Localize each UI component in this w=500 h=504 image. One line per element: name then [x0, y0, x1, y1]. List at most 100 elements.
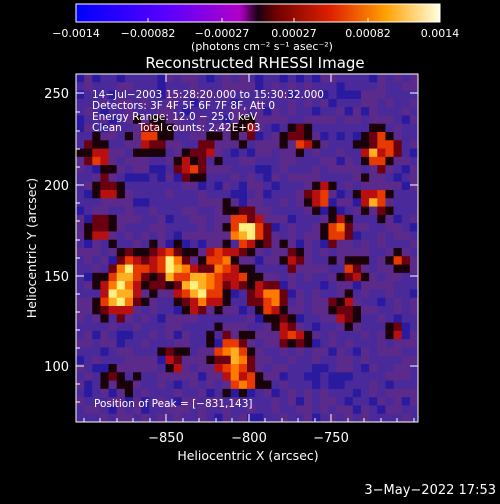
image-pixel [198, 206, 207, 216]
image-pixel [190, 330, 199, 340]
image-pixel [181, 140, 191, 149]
image-pixel [124, 198, 134, 207]
image-pixel [157, 98, 166, 108]
image-pixel [377, 231, 386, 241]
image-pixel [84, 297, 93, 307]
image-pixel [190, 140, 199, 149]
image-pixel [393, 206, 403, 216]
image-pixel [222, 256, 232, 265]
image-pixel [190, 98, 199, 108]
image-pixel [377, 289, 386, 299]
image-pixel [328, 355, 337, 365]
image-pixel [76, 74, 85, 83]
image-pixel [377, 181, 386, 191]
image-pixel [271, 90, 280, 100]
image-pixel [377, 148, 386, 158]
image-pixel [344, 256, 354, 265]
image-pixel [352, 372, 362, 381]
image-pixel [279, 380, 289, 390]
image-pixel [409, 132, 418, 141]
image-pixel [247, 281, 256, 290]
image-pixel [157, 123, 166, 133]
image-pixel [165, 297, 175, 307]
image-pixel [116, 355, 126, 365]
image-pixel [385, 115, 394, 125]
image-pixel [84, 173, 93, 183]
image-pixel [295, 306, 305, 315]
image-pixel [352, 339, 362, 348]
image-pixel [385, 330, 394, 340]
image-pixel [133, 115, 142, 125]
image-pixel [393, 347, 403, 357]
image-pixel [76, 322, 85, 332]
image-pixel [336, 132, 346, 141]
image-pixel [369, 380, 378, 390]
image-pixel [352, 239, 362, 249]
image-pixel [116, 272, 126, 282]
image-pixel [255, 107, 264, 116]
image-pixel [76, 198, 85, 207]
image-pixel [328, 413, 337, 422]
image-pixel [116, 90, 126, 100]
image-pixel [271, 82, 280, 91]
image-pixel [124, 306, 134, 315]
image-pixel [141, 90, 150, 100]
image-pixel [198, 90, 207, 100]
image-pixel [100, 231, 109, 241]
image-pixel [124, 82, 134, 91]
image-pixel [206, 90, 215, 100]
image-pixel [124, 264, 134, 274]
image-pixel [157, 206, 166, 216]
image-pixel [409, 98, 418, 108]
image-pixel [165, 314, 175, 323]
image-pixel [361, 256, 370, 265]
image-pixel [393, 405, 403, 415]
image-pixel [336, 297, 346, 307]
image-pixel [222, 314, 232, 323]
image-pixel [238, 364, 248, 373]
image-pixel [116, 74, 126, 83]
image-pixel [198, 214, 207, 224]
image-pixel [401, 413, 411, 422]
image-pixel [92, 314, 101, 323]
image-pixel [230, 206, 240, 216]
image-pixel [238, 173, 248, 183]
image-pixel [385, 231, 394, 241]
image-pixel [214, 413, 223, 422]
image-pixel [352, 281, 362, 290]
image-pixel [157, 413, 166, 422]
image-pixel [320, 388, 329, 398]
image-pixel [263, 256, 272, 265]
image-pixel [124, 364, 134, 373]
image-pixel [165, 347, 175, 357]
image-pixel [385, 372, 394, 381]
image-pixel [361, 90, 370, 100]
image-pixel [287, 98, 297, 108]
image-pixel [385, 74, 394, 83]
image-pixel [133, 74, 142, 83]
image-pixel [377, 256, 386, 265]
image-pixel [124, 123, 134, 133]
image-pixel [165, 132, 175, 141]
image-pixel [320, 413, 329, 422]
image-pixel [165, 173, 175, 183]
image-pixel [100, 181, 109, 191]
image-pixel [409, 405, 418, 415]
image-pixel [84, 372, 93, 381]
image-pixel [238, 347, 248, 357]
image-pixel [198, 82, 207, 91]
image-pixel [100, 239, 109, 249]
image-pixel [377, 355, 386, 365]
image-pixel [409, 289, 418, 299]
image-pixel [214, 272, 223, 282]
image-pixel [238, 156, 248, 166]
image-pixel [116, 107, 126, 116]
image-pixel [157, 214, 166, 224]
image-pixel [238, 82, 248, 91]
image-pixel [247, 248, 256, 257]
image-pixel [206, 297, 215, 307]
image-pixel [206, 347, 215, 357]
image-pixel [157, 115, 166, 125]
image-pixel [401, 148, 411, 158]
image-pixel [320, 355, 329, 365]
